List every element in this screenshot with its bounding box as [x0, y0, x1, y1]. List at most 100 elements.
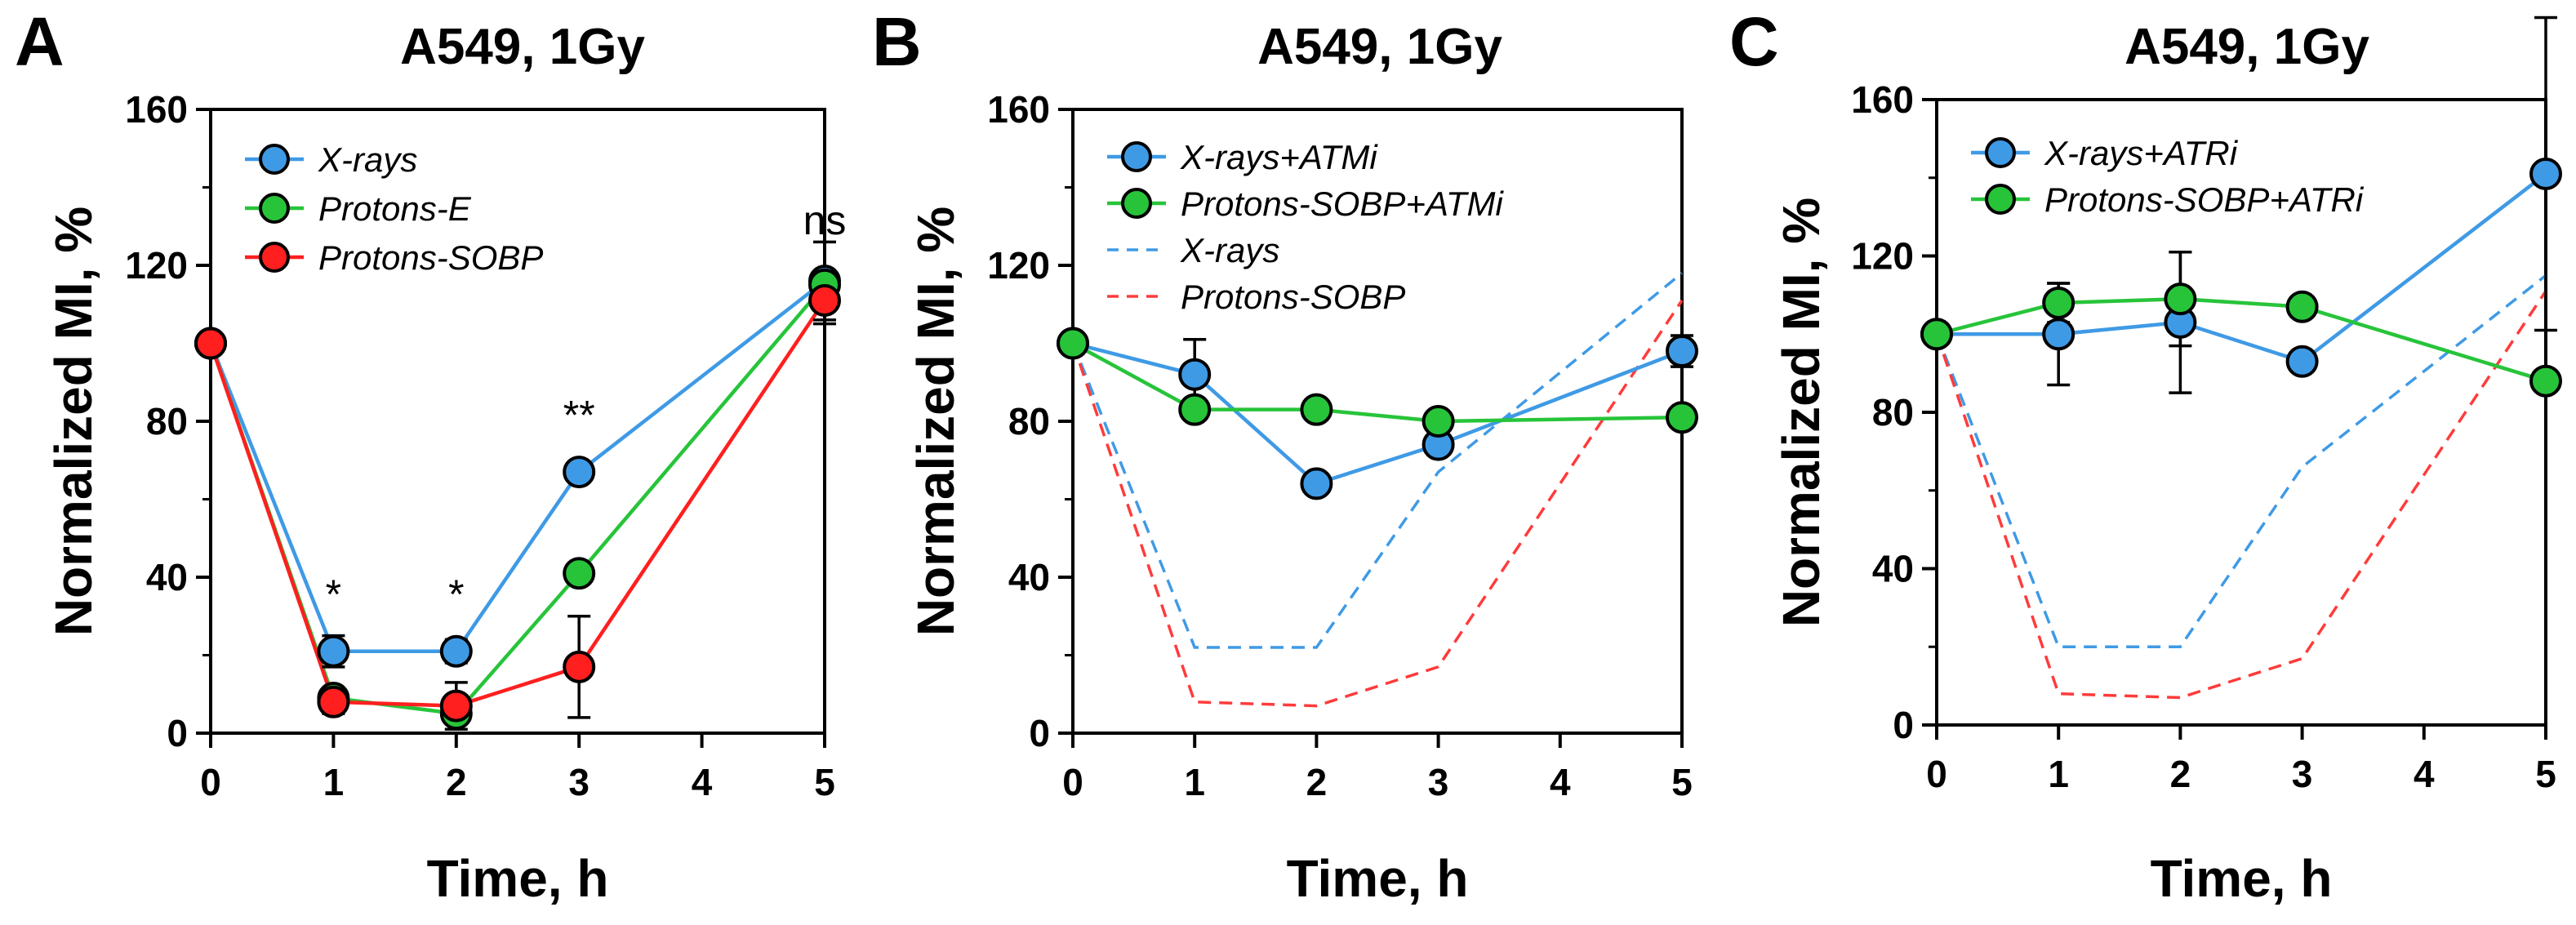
plot-frame — [209, 108, 826, 735]
legend-marker — [259, 242, 290, 273]
x-axis-label: Time, h — [427, 849, 609, 908]
data-point — [194, 327, 227, 360]
y-tick-label: 160 — [1851, 78, 1914, 121]
x-tick-label: 0 — [1926, 753, 1947, 795]
series-line-protons-e — [208, 283, 826, 716]
y-tick-label: 0 — [1893, 704, 1914, 746]
data-point — [1300, 393, 1333, 426]
x-tick-label: 4 — [692, 761, 713, 803]
panel-c: C A549, 1Gy 0 40 80 120 160 0 1 2 3 4 5 Time, h Normal… — [1729, 3, 2562, 908]
series-line-protons-sobp-atri — [1936, 296, 2547, 383]
legend-label: Protons-SOBP+ATRi — [2044, 180, 2365, 219]
data-point — [563, 456, 596, 489]
y-tick-label: 80 — [1008, 400, 1050, 442]
data-point — [563, 557, 596, 590]
legend-label: Protons-E — [318, 189, 472, 228]
x-tick-label: 5 — [1671, 761, 1693, 803]
series-line-x-rays — [1071, 272, 1684, 649]
data-point — [1666, 401, 1698, 434]
data-point — [2529, 157, 2562, 190]
y-tick-label: 160 — [125, 88, 188, 131]
x-tick-label: 0 — [200, 761, 221, 803]
y-axis-label: Normalized MI, % — [44, 207, 103, 636]
legend-label: Protons-SOBP+ATMi — [1181, 185, 1505, 223]
legend-marker — [1985, 184, 2016, 215]
x-tick-label: 1 — [1184, 761, 1205, 803]
x-tick-label: 2 — [446, 761, 467, 803]
legend-marker — [1121, 141, 1152, 172]
legend-label: Protons-SOBP — [318, 238, 543, 277]
y-tick-label: 0 — [1029, 712, 1050, 754]
data-point — [1178, 358, 1212, 391]
data-point — [2529, 364, 2562, 398]
data-point — [2285, 345, 2319, 378]
significance-label: ** — [563, 393, 595, 438]
series-line-x-rays-atmi — [1072, 341, 1683, 486]
panel-letter: B — [872, 3, 922, 80]
legend-marker — [259, 193, 290, 224]
legend-label: Protons-SOBP — [1181, 278, 1405, 316]
data-point — [1421, 405, 1455, 438]
series-line-protons-sobp-reference- — [1935, 290, 2547, 700]
data-point — [1057, 327, 1089, 360]
y-tick-label: 0 — [167, 712, 188, 754]
y-axis-label: Normalized MI, % — [906, 207, 965, 636]
x-tick-label: 5 — [2535, 753, 2556, 795]
chart-title: A549, 1Gy — [1257, 19, 1502, 75]
legend-marker — [1985, 137, 2016, 168]
data-point — [563, 650, 596, 683]
series-line-x-rays — [208, 279, 826, 653]
y-tick-label: 120 — [987, 244, 1050, 287]
series-line-protons-sobp — [1071, 300, 1684, 708]
data-point — [2042, 318, 2075, 351]
x-tick-label: 2 — [2170, 753, 2191, 795]
x-tick-label: 3 — [2292, 753, 2313, 795]
y-tick-label: 120 — [125, 244, 188, 287]
y-tick-label: 80 — [146, 400, 188, 442]
y-axis-label: Normalized MI, % — [1772, 198, 1831, 627]
y-tick-label: 160 — [987, 88, 1050, 131]
chart-title: A549, 1Gy — [400, 19, 645, 75]
series-line-x-rays-reference- — [1935, 274, 2547, 648]
x-tick-label: 1 — [2048, 753, 2069, 795]
significance-label: * — [448, 571, 464, 617]
significance-label: * — [326, 571, 341, 617]
chart-title: A549, 1Gy — [2124, 19, 2369, 75]
x-axis-label: Time, h — [1287, 849, 1469, 908]
y-tick-label: 40 — [1008, 556, 1050, 598]
x-tick-label: 4 — [2414, 753, 2435, 795]
legend-marker — [259, 144, 290, 175]
series-line-protons-sobp-atmi — [1071, 341, 1683, 424]
panel-letter: A — [15, 3, 65, 80]
significance-label: ns — [803, 198, 847, 243]
data-point — [439, 634, 473, 668]
data-point — [2042, 286, 2075, 319]
data-point — [1178, 393, 1212, 426]
legend-label: X-rays — [1180, 231, 1279, 269]
data-point — [439, 689, 473, 723]
x-tick-label: 0 — [1062, 761, 1083, 803]
panel-a: A A549, 1Gy 0 40 80 120 160 0 1 2 3 4 5 Time, h Normal… — [15, 3, 846, 908]
data-point — [1920, 318, 1953, 351]
data-point — [1300, 467, 1333, 500]
x-tick-label: 2 — [1306, 761, 1328, 803]
data-point — [317, 685, 350, 718]
data-point — [808, 283, 841, 317]
y-tick-label: 120 — [1851, 235, 1914, 278]
data-point — [317, 634, 350, 668]
legend-label: X-rays+ATMi — [1180, 138, 1378, 176]
x-tick-label: 3 — [568, 761, 589, 803]
y-tick-label: 40 — [1872, 548, 1914, 590]
x-tick-label: 3 — [1428, 761, 1449, 803]
data-point — [2164, 282, 2197, 316]
y-tick-label: 40 — [146, 556, 188, 598]
data-point — [2285, 290, 2319, 323]
x-tick-label: 1 — [323, 761, 345, 803]
y-tick-label: 80 — [1872, 391, 1914, 434]
x-tick-label: 5 — [814, 761, 835, 803]
panel-letter: C — [1729, 3, 1779, 80]
panel-b: B A549, 1Gy 0 40 80 120 160 0 1 2 3 4 5 Time, h Normal… — [872, 3, 1698, 908]
legend-label: X-rays — [318, 140, 417, 179]
x-axis-label: Time, h — [2151, 849, 2333, 908]
